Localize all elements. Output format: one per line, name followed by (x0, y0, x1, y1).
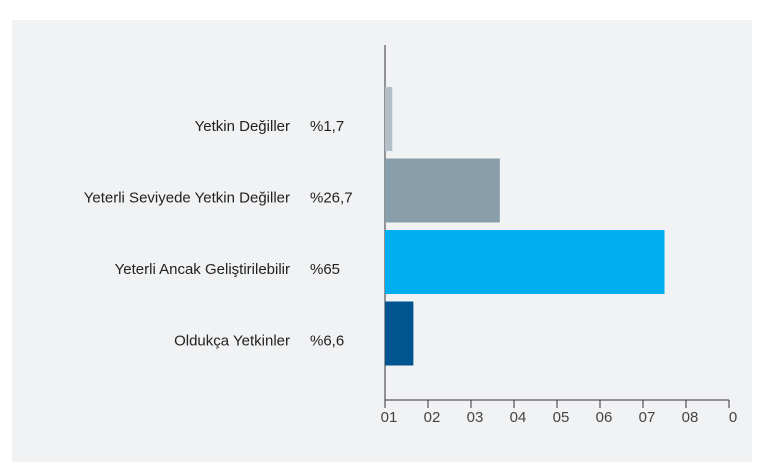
x-tick-label: 05 (553, 409, 570, 426)
x-tick-label: 0 (729, 409, 737, 426)
value-label: %1,7 (310, 118, 344, 135)
bar (385, 87, 393, 151)
value-label: %65 (310, 261, 340, 278)
value-label: %26,7 (310, 189, 353, 206)
x-tick-label: 07 (639, 409, 656, 426)
value-label: %6,6 (310, 332, 344, 349)
x-tick-label: 02 (424, 409, 441, 426)
x-tick-label: 03 (467, 409, 484, 426)
category-label: Yeterli Ancak Geliştirilebilir (115, 261, 290, 278)
x-tick-label: 06 (596, 409, 613, 426)
x-tick-label: 04 (510, 409, 527, 426)
bar (385, 301, 414, 366)
x-tick-label: 01 (381, 409, 398, 426)
category-label: Oldukça Yetkinler (174, 332, 290, 349)
bar (385, 230, 665, 294)
category-label: Yeterli Seviyede Yetkin Değiller (84, 189, 290, 206)
bar (385, 158, 500, 223)
x-tick-label: 08 (682, 409, 699, 426)
category-label: Yetkin Değiller (195, 118, 290, 135)
